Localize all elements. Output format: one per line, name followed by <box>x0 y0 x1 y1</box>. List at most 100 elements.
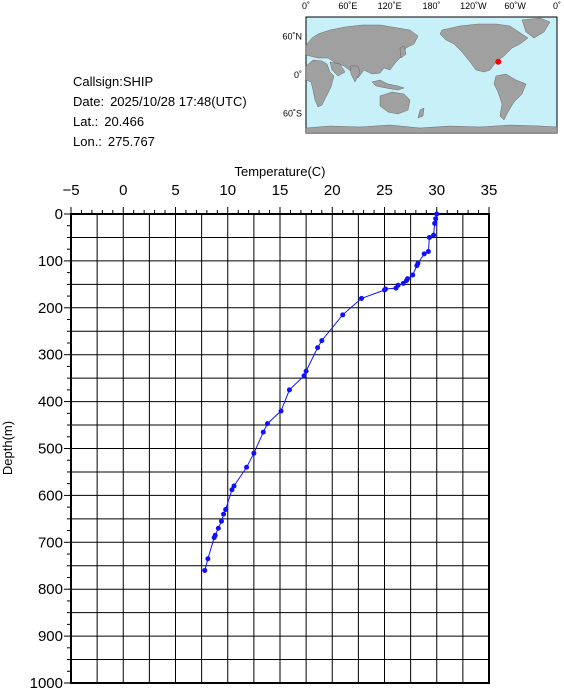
x-tick-label: 5 <box>171 182 179 199</box>
data-point <box>260 429 266 435</box>
y-tick-label: 200 <box>38 300 63 317</box>
data-points <box>202 211 440 573</box>
map-lon-label: 60˚W <box>504 1 526 11</box>
x-tick-label: 15 <box>272 182 289 199</box>
data-point <box>425 249 431 255</box>
callsign-line: Callsign:SHIP <box>73 72 247 92</box>
y-tick-label: 700 <box>38 534 63 551</box>
data-point <box>278 408 284 414</box>
temperature-profile-line <box>204 213 438 571</box>
y-tick-label: 0 <box>55 206 63 223</box>
data-point <box>218 518 224 524</box>
chart-grid <box>70 213 490 684</box>
data-point <box>400 280 406 286</box>
lon-line: Lon.: 275.767 <box>73 132 247 152</box>
lat-label: Lat.: <box>73 114 99 129</box>
land-eurasia <box>305 24 419 79</box>
data-point <box>211 535 217 541</box>
data-point <box>434 211 440 217</box>
x-tick-label: 25 <box>376 182 393 199</box>
data-point <box>433 216 439 222</box>
x-tick-label: 20 <box>324 182 341 199</box>
data-point <box>251 450 257 456</box>
data-point <box>215 525 221 531</box>
map-lat-label: 0˚ <box>294 70 302 80</box>
data-point <box>221 511 227 517</box>
data-point <box>340 312 346 318</box>
x-tick-label: 30 <box>428 182 445 199</box>
lat-line: Lat.: 20.466 <box>73 112 247 132</box>
y-tick-label: 400 <box>38 394 63 411</box>
data-point <box>303 368 309 374</box>
data-point <box>244 464 250 470</box>
date-value: 2025/10/28 17:48(UTC) <box>110 94 247 109</box>
data-point <box>393 285 399 291</box>
map-lat-label: 60˚S <box>283 109 302 119</box>
land-arabia <box>329 61 346 77</box>
data-point <box>421 251 427 257</box>
map-lat-label: 60˚N <box>282 31 302 41</box>
land-newzealand <box>417 107 425 119</box>
data-point <box>301 373 307 379</box>
map-land <box>305 17 558 134</box>
land-australia <box>379 91 411 115</box>
y-axis-label: Depth(m) <box>0 421 15 475</box>
land-japan <box>399 45 407 59</box>
data-point <box>431 232 437 238</box>
land-greenland <box>521 17 551 39</box>
data-point <box>382 287 387 293</box>
data-point <box>286 387 292 393</box>
data-point <box>264 421 270 427</box>
data-point <box>319 338 325 344</box>
callsign-value: SHIP <box>122 74 154 89</box>
data-point <box>410 272 416 278</box>
map-lon-label: 0˚ <box>553 1 561 11</box>
y-tick-label: 500 <box>38 441 63 458</box>
data-point <box>229 487 235 493</box>
map-lon-label: 0˚ <box>302 1 310 11</box>
land-africa <box>305 59 335 108</box>
y-tick-labels: 0 100 200 300 400 500 600 700 800 900 1000 <box>30 206 63 690</box>
lat-value: 20.466 <box>104 114 145 129</box>
data-point <box>202 567 208 573</box>
x-tick-label: −5 <box>62 182 79 199</box>
lon-label: Lon.: <box>73 134 102 149</box>
callsign-label: Callsign: <box>73 74 123 89</box>
data-point <box>359 295 365 301</box>
map-lon-label: 120˚E <box>378 1 402 11</box>
land-south-america <box>493 73 527 121</box>
land-antarctica <box>305 124 558 134</box>
land-indonesia <box>371 79 405 91</box>
ship-position-marker <box>495 58 502 65</box>
data-point <box>205 556 211 562</box>
y-tick-label: 300 <box>38 347 63 364</box>
map-labels: 0˚ 60˚E 120˚E 180˚ 120˚W 60˚W 0˚ 60˚N 0˚ 60˚S <box>282 1 561 119</box>
land-north-america <box>439 23 529 73</box>
lon-value: 275.767 <box>107 134 155 149</box>
data-point <box>414 263 420 269</box>
date-label: Date: <box>73 94 105 109</box>
data-point <box>223 506 229 512</box>
land-india <box>349 65 361 83</box>
y-tick-label: 1000 <box>30 675 63 690</box>
x-axis-label: Temperature(C) <box>234 164 325 179</box>
x-tick-label: 10 <box>219 182 236 199</box>
data-point <box>432 220 438 226</box>
y-tick-label: 600 <box>38 487 63 504</box>
x-tick-label: 35 <box>481 182 498 199</box>
map-lon-label: 60˚E <box>338 1 357 11</box>
y-tick-label: 800 <box>38 581 63 598</box>
x-tick-labels: −5 0 5 10 15 20 25 30 35 <box>62 182 497 199</box>
data-point <box>426 234 432 240</box>
y-tick-label: 900 <box>38 628 63 645</box>
map-lon-label: 180˚ <box>422 1 440 11</box>
map-lon-label: 120˚W <box>460 1 487 11</box>
x-tick-label: 0 <box>119 182 127 199</box>
y-tick-label: 100 <box>38 253 63 270</box>
chart-ticks <box>64 207 490 684</box>
date-line: Date: 2025/10/28 17:48(UTC) <box>73 92 247 112</box>
data-point <box>315 345 321 351</box>
station-info: Callsign:SHIP Date: 2025/10/28 17:48(UTC)… <box>73 72 247 152</box>
